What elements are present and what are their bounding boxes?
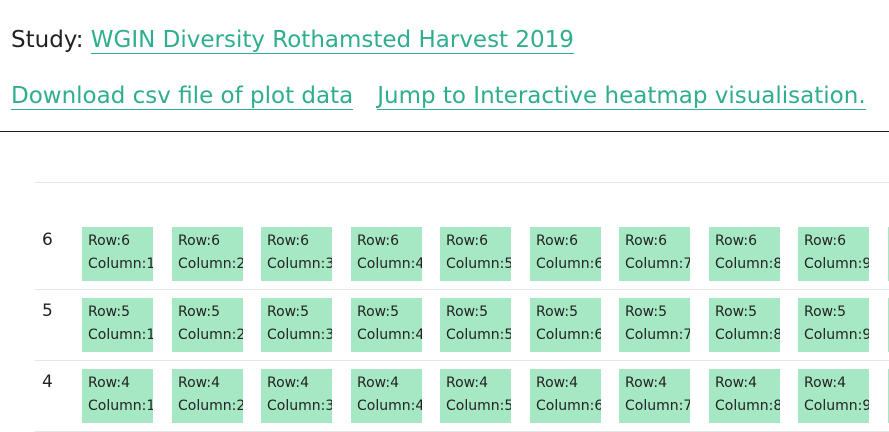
plot-cell-column: Column:2 xyxy=(178,398,243,414)
plot-cell-column: Column:4 xyxy=(357,398,422,414)
row-number-label: 4 xyxy=(42,372,53,392)
page-header: Study: WGIN Diversity Rothamsted Harvest… xyxy=(0,0,889,132)
plot-cell-row: Row:5 xyxy=(715,304,757,320)
plot-cell[interactable]: Row:5 Column:9 xyxy=(798,298,869,352)
plot-cell-column: Column:8 xyxy=(715,327,780,343)
plot-cell-row: Row:5 xyxy=(88,304,130,320)
row-number-label: 6 xyxy=(42,230,53,250)
plot-cell-row: Row:5 xyxy=(267,304,309,320)
plot-cell-column: Column:5 xyxy=(446,256,511,272)
plot-cell-column: Column:1 xyxy=(88,256,153,272)
plot-cell-row: Row:6 xyxy=(178,233,220,249)
plot-cell-column: Column:7 xyxy=(625,327,690,343)
download-csv-link[interactable]: Download csv file of plot data xyxy=(11,83,354,110)
plot-cell[interactable]: Row:6 Column:3 xyxy=(261,227,332,281)
plot-cell-column: Column:8 xyxy=(715,398,780,414)
plot-cell-row: Row:5 xyxy=(536,304,578,320)
plot-cell[interactable]: Row:4 Column:1 xyxy=(82,369,153,423)
plot-cell[interactable]: Row:4 Column:8 xyxy=(709,369,780,423)
plot-cell-column: Column:9 xyxy=(804,398,869,414)
plot-cell-column: Column:7 xyxy=(625,256,690,272)
plot-cell[interactable]: Row:5 Column:4 xyxy=(351,298,422,352)
plot-cell-row: Row:6 xyxy=(88,233,130,249)
plot-cell[interactable]: Row:5 Column:7 xyxy=(619,298,690,352)
plot-cell[interactable]: Row:6 Column:9 xyxy=(798,227,869,281)
plot-cell-row: Row:6 xyxy=(267,233,309,249)
plot-cell-row: Row:6 xyxy=(446,233,488,249)
plot-cell[interactable]: Row:4 Column:7 xyxy=(619,369,690,423)
plot-cell-row: Row:4 xyxy=(715,375,757,391)
plot-cell-column: Column:2 xyxy=(178,327,243,343)
plot-cell[interactable]: Row:6 Column:1 xyxy=(82,227,153,281)
plot-cell-column: Column:3 xyxy=(267,327,332,343)
plot-cell[interactable]: Row:4 Column:4 xyxy=(351,369,422,423)
action-links: Download csv file of plot data Jump to In… xyxy=(11,80,889,112)
plot-cell[interactable]: Row:5 Column:1 xyxy=(82,298,153,352)
plot-cell[interactable]: Row:4 Column:9 xyxy=(798,369,869,423)
plot-cell-row: Row:4 xyxy=(804,375,846,391)
plot-cell-column: Column:3 xyxy=(267,398,332,414)
plot-cell-column: Column:6 xyxy=(536,256,601,272)
study-label: Study: xyxy=(11,27,84,53)
plot-cell[interactable]: Row:5 Column:8 xyxy=(709,298,780,352)
plot-cell[interactable]: Row:6 Column:4 xyxy=(351,227,422,281)
plot-cell[interactable]: Row:5 Column:5 xyxy=(440,298,511,352)
plot-cell-row: Row:4 xyxy=(536,375,578,391)
plot-cell-row: Row:4 xyxy=(625,375,667,391)
plot-cell[interactable]: Row:4 Column:3 xyxy=(261,369,332,423)
plot-cell[interactable]: Row:6 Column:7 xyxy=(619,227,690,281)
plot-cell[interactable]: Row:5 Column:6 xyxy=(530,298,601,352)
plot-cell-row: Row:6 xyxy=(357,233,399,249)
plot-cell-column: Column:8 xyxy=(715,256,780,272)
heatmap-link[interactable]: Jump to Interactive heatmap visualisatio… xyxy=(377,83,866,110)
plot-cell-column: Column:3 xyxy=(267,256,332,272)
plot-grid: 6 Row:6 Column:1 Row:6 Column:2 Row:6 Column:3… xyxy=(35,182,889,432)
plot-cell-column: Column:2 xyxy=(178,256,243,272)
plot-cell-column: Column:9 xyxy=(804,327,869,343)
plot-row: 6 Row:6 Column:1 Row:6 Column:2 Row:6 Column:3… xyxy=(35,219,889,290)
plot-cell[interactable]: Row:4 Column:2 xyxy=(172,369,243,423)
plot-cell[interactable]: Row:6 Column:5 xyxy=(440,227,511,281)
plot-cell[interactable]: Row:5 Column:3 xyxy=(261,298,332,352)
plot-cell-column: Column:1 xyxy=(88,398,153,414)
plot-cell-row: Row:6 xyxy=(536,233,578,249)
plot-cell-column: Column:5 xyxy=(446,398,511,414)
plot-cell[interactable]: Row:4 Column:5 xyxy=(440,369,511,423)
plot-cell-row: Row:6 xyxy=(715,233,757,249)
plot-cell-row: Row:4 xyxy=(88,375,130,391)
plot-cell-row: Row:5 xyxy=(178,304,220,320)
plot-cell-row: Row:5 xyxy=(625,304,667,320)
study-name-link[interactable]: WGIN Diversity Rothamsted Harvest 2019 xyxy=(90,27,574,54)
plot-cell-column: Column:7 xyxy=(625,398,690,414)
plot-row: 4 Row:4 Column:1 Row:4 Column:2 Row:4 Column:3… xyxy=(35,361,889,432)
plot-cell[interactable]: Row:6 Column:6 xyxy=(530,227,601,281)
plot-cell-column: Column:4 xyxy=(357,256,422,272)
study-title: Study: WGIN Diversity Rothamsted Harvest… xyxy=(11,24,574,56)
row-number-label: 5 xyxy=(42,301,53,321)
plot-cell-row: Row:5 xyxy=(804,304,846,320)
plot-cell-column: Column:5 xyxy=(446,327,511,343)
plot-cell-column: Column:6 xyxy=(536,398,601,414)
plot-cell[interactable]: Row:6 Column:2 xyxy=(172,227,243,281)
plot-cell-row: Row:5 xyxy=(357,304,399,320)
plot-cell-row: Row:4 xyxy=(267,375,309,391)
plot-cell-column: Column:1 xyxy=(88,327,153,343)
plot-cell-row: Row:6 xyxy=(804,233,846,249)
plot-cell-row: Row:5 xyxy=(446,304,488,320)
plot-row: 5 Row:5 Column:1 Row:5 Column:2 Row:5 Column:3… xyxy=(35,290,889,361)
plot-cell-row: Row:4 xyxy=(357,375,399,391)
plot-cell[interactable]: Row:5 Column:2 xyxy=(172,298,243,352)
plot-cell-row: Row:4 xyxy=(178,375,220,391)
plot-cell-column: Column:9 xyxy=(804,256,869,272)
plot-cell[interactable]: Row:6 Column:8 xyxy=(709,227,780,281)
plot-cell-row: Row:4 xyxy=(446,375,488,391)
plot-cell[interactable]: Row:4 Column:6 xyxy=(530,369,601,423)
plot-cell-column: Column:6 xyxy=(536,327,601,343)
plot-cell-row: Row:6 xyxy=(625,233,667,249)
plot-cell-column: Column:4 xyxy=(357,327,422,343)
